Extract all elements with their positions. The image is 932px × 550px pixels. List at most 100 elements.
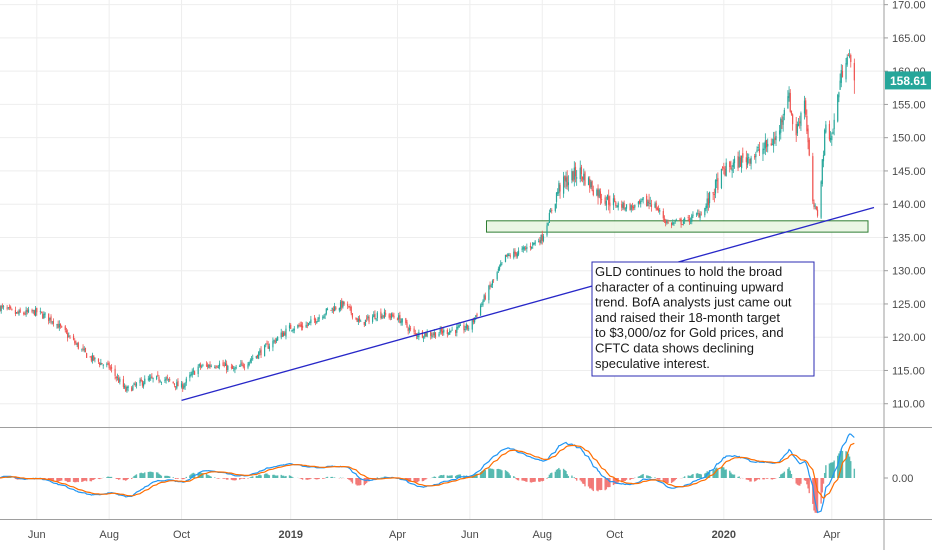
candle-body	[475, 315, 477, 317]
candle	[57, 320, 59, 329]
candle	[656, 206, 658, 211]
candle-body	[464, 328, 466, 331]
candle	[42, 311, 44, 320]
candle-body	[624, 208, 626, 210]
candle	[383, 308, 386, 319]
candle	[434, 332, 437, 339]
date-tick-label: 2020	[712, 529, 736, 541]
macd-histogram-bar	[418, 478, 420, 482]
candle-body	[500, 263, 502, 267]
macd-histogram-bar	[368, 478, 370, 482]
candle-body	[291, 329, 293, 331]
candle	[667, 219, 669, 224]
candle	[799, 115, 801, 129]
candle	[695, 212, 698, 217]
candle	[307, 322, 310, 327]
candle-body	[375, 318, 377, 320]
candle-body	[310, 319, 312, 323]
candle-body	[542, 236, 545, 241]
macd-histogram-bar	[183, 478, 185, 480]
macd-histogram-bar	[317, 478, 319, 480]
candle-body	[748, 157, 750, 158]
macd-histogram-bar	[159, 474, 161, 478]
candle	[10, 305, 12, 310]
candle	[358, 315, 361, 323]
macd-histogram-bar	[68, 478, 70, 483]
macd-histogram-bar	[629, 478, 631, 481]
candle-body	[33, 310, 36, 316]
candle-body	[49, 317, 51, 320]
candle	[773, 131, 775, 153]
macd-histogram-bar	[140, 472, 142, 478]
candle	[407, 326, 409, 335]
candle	[235, 364, 237, 370]
candle	[140, 377, 142, 382]
macd-histogram-bar	[797, 478, 800, 486]
macd-histogram-bar	[260, 475, 262, 478]
macd-histogram-bar	[288, 475, 291, 478]
candle	[298, 323, 300, 328]
candle	[76, 342, 78, 347]
candle	[497, 266, 499, 274]
macd-histogram-bar	[825, 465, 827, 478]
macd-histogram-bar	[330, 476, 332, 478]
macd-histogram-bar	[622, 478, 624, 481]
candle	[26, 308, 28, 315]
candle-body	[790, 110, 793, 115]
candle	[508, 252, 510, 257]
candle	[75, 340, 77, 345]
candle-body	[689, 220, 692, 222]
candle	[490, 283, 492, 288]
candle-body	[324, 313, 326, 316]
candle	[36, 307, 38, 316]
macd-histogram-bar	[160, 475, 163, 478]
candle-body	[255, 355, 257, 358]
candle	[284, 330, 286, 336]
macd-histogram-bar	[625, 478, 628, 480]
candle	[614, 195, 616, 203]
candle-body	[425, 331, 427, 337]
candle-body	[288, 325, 291, 329]
candle	[297, 324, 299, 329]
candle	[516, 251, 518, 259]
macd-histogram-bar	[235, 478, 237, 481]
candle	[69, 334, 71, 340]
candle	[313, 315, 316, 324]
macd-histogram-bar	[310, 478, 312, 479]
candle-body	[36, 308, 38, 313]
macd-histogram-bar	[562, 468, 565, 478]
candle	[551, 208, 553, 214]
candle	[692, 211, 694, 219]
candle-body	[247, 364, 249, 368]
candle-body	[151, 376, 153, 379]
candle	[443, 327, 445, 336]
candle-body	[525, 248, 527, 250]
candle-body	[508, 254, 510, 256]
macd-histogram-bar	[142, 473, 145, 478]
candle	[446, 328, 448, 338]
candle	[108, 361, 110, 371]
macd-histogram-bar	[250, 476, 253, 478]
candle-body	[202, 364, 204, 366]
candle-body	[584, 172, 586, 185]
candle-body	[16, 312, 18, 314]
candle-body	[724, 169, 726, 176]
candle-body	[720, 168, 723, 189]
candle-body	[783, 110, 785, 116]
candle-body	[490, 285, 492, 287]
candle-body	[307, 322, 310, 326]
candle	[481, 302, 483, 308]
candle-body	[796, 124, 798, 134]
candle	[316, 321, 318, 324]
candle	[175, 386, 177, 391]
candle-body	[662, 211, 664, 219]
candle	[84, 347, 87, 353]
macd-histogram-bar	[846, 451, 848, 478]
candle	[277, 336, 279, 342]
candle	[241, 360, 243, 366]
candle-body	[193, 371, 196, 375]
candle	[185, 376, 187, 386]
candle	[807, 124, 809, 150]
candle-body	[167, 378, 170, 380]
